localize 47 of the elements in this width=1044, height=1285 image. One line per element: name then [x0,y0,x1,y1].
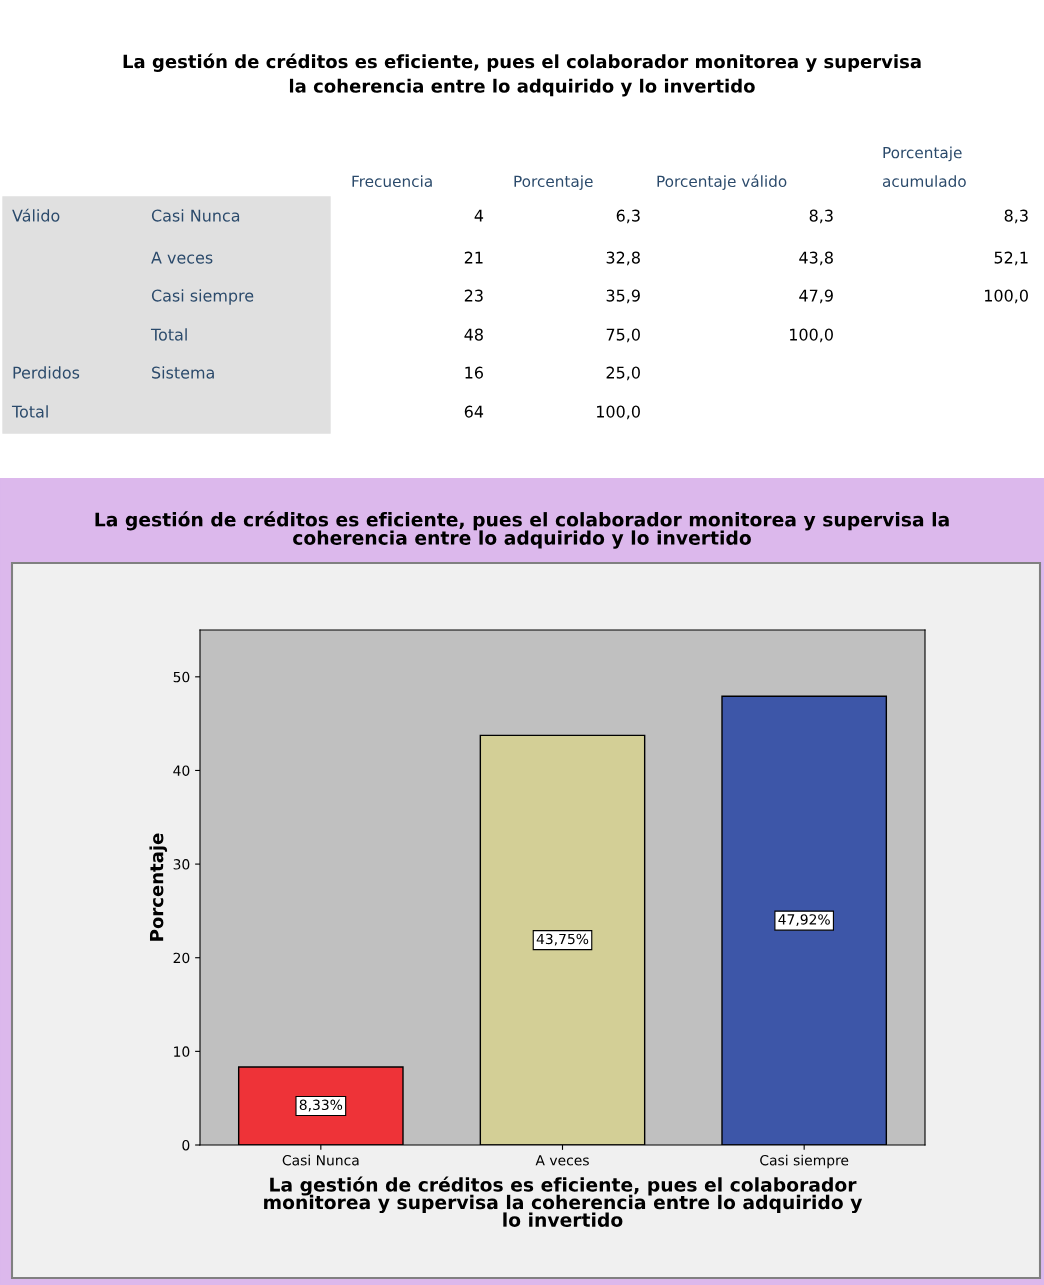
y-tick-label: 10 [174,1046,190,1057]
x-tick-label: Casi Nunca [282,1154,359,1166]
y-tick-label: 50 [173,671,190,683]
category-label: Porcentaje válido [657,174,787,190]
category-label: Casi Nunca [151,209,240,222]
y-tick-label: 40 [173,765,190,776]
text: 6,3 [616,209,640,224]
text: 100,0 [790,328,833,343]
category-label: Válido [12,208,60,222]
data-label: 8,33% [299,1099,343,1112]
y-tick-label: 30 [173,859,190,870]
chart-title: La gestión de créditos es eficiente, pues el colaborador monitorea y supervisa la coherencia entre lo adquirido y lo invertido [95,511,949,549]
text: 100,0 [985,289,1028,304]
text: 25,0 [606,366,640,381]
category-label: Total [150,328,187,341]
category-label: Perdidos [13,366,80,379]
category-label: A veces [151,251,213,264]
text: 64 [464,405,484,418]
y-tick-label: 0 [182,1139,190,1151]
text: 100,0 [597,405,640,420]
text: 32,8 [606,251,640,266]
category-label: Porcentaje acumulado [882,146,966,188]
text: 4 [474,209,484,222]
data-label: 43,75% [536,933,589,946]
text: 35,9 [606,289,640,304]
text: 23 [464,289,483,302]
y-axis-title: Porcentaje [149,833,168,941]
x-axis-title: La gestión de créditos es eficiente, pues el colaborador monitorea y supervisa la coherencia entre lo adquirido y lo invertido [264,1176,863,1227]
text: 16 [465,366,483,379]
text: 48 [464,328,483,341]
text: 47,9 [799,289,833,304]
x-tick-label: A veces [535,1155,589,1166]
x-tick-label: Casi siempre [760,1154,849,1169]
text: La gestión de créditos es eficiente, pues el colaborador monitorea y supervisa la coherencia entre lo adquirido y lo invertido [123,53,921,97]
text: 21 [464,251,483,264]
text: 75,0 [606,328,640,343]
text: 43,8 [799,251,833,266]
category-label: Sistema [152,366,214,379]
category-label: Total [11,405,48,418]
category-label: Casi siempre [151,289,254,305]
text: 8,3 [1004,209,1028,224]
category-label: Frecuencia [352,175,432,188]
data-label: 47,92% [778,914,830,927]
text: 8,3 [809,209,833,224]
text: 52,1 [994,251,1028,266]
category-label: Porcentaje [514,175,593,190]
y-tick-label: 20 [173,952,190,964]
